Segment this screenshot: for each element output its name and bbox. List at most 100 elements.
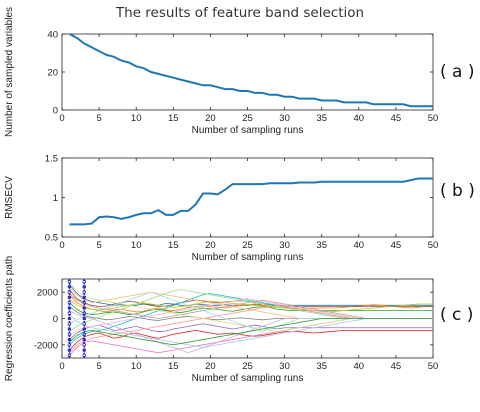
y-tick-label: 1 xyxy=(53,193,58,204)
series-line-20 xyxy=(69,318,433,346)
marker-point xyxy=(67,279,72,284)
panel-tag: ( b ) xyxy=(440,181,475,201)
x-tick-label: 15 xyxy=(168,361,179,372)
marker-point xyxy=(67,332,72,337)
marker-point xyxy=(82,285,87,289)
series-line-5 xyxy=(69,323,433,340)
marker-point xyxy=(82,348,87,352)
x-axis-label: Number of sampling runs xyxy=(192,125,304,136)
marker-point xyxy=(82,290,87,294)
x-tick-label: 0 xyxy=(59,361,64,372)
x-tick-label: 35 xyxy=(316,113,327,124)
y-axis-label: Regression coefficients path xyxy=(4,256,15,381)
x-tick-label: 5 xyxy=(96,240,101,251)
axes-frame xyxy=(61,157,434,238)
marker-point xyxy=(82,337,87,342)
x-tick-label: 0 xyxy=(59,113,64,124)
marker-point xyxy=(67,311,72,315)
marker-point xyxy=(67,295,72,300)
x-tick-label: 50 xyxy=(428,113,439,124)
marker-point xyxy=(82,353,87,358)
x-tick-label: 10 xyxy=(131,240,142,251)
y-tick-label: -2000 xyxy=(34,340,58,351)
marker-point xyxy=(67,316,72,321)
x-tick-label: 40 xyxy=(354,240,365,251)
x-axis-label: Number of sampling runs xyxy=(192,252,304,263)
y-axis-label: Number of sampled variables xyxy=(4,7,15,137)
series-line-3 xyxy=(69,302,433,315)
x-tick-label: 20 xyxy=(205,113,216,124)
series-line-1 xyxy=(69,284,433,307)
series-line-7 xyxy=(69,318,433,356)
marker-point xyxy=(67,306,72,310)
figure-title: The results of feature band selection xyxy=(115,5,364,21)
y-tick-label: 2000 xyxy=(37,288,58,299)
y-tick-label: 40 xyxy=(47,30,58,41)
marker-point xyxy=(67,322,72,326)
x-tick-label: 25 xyxy=(242,240,253,251)
marker-point xyxy=(67,348,72,352)
x-tick-label: 20 xyxy=(205,361,216,372)
x-tick-label: 30 xyxy=(279,361,290,372)
x-tick-label: 5 xyxy=(96,361,101,372)
marker-point xyxy=(67,353,72,358)
panel-tag: ( c ) xyxy=(440,305,473,325)
plot-area xyxy=(69,177,433,226)
plot-area xyxy=(67,279,433,358)
x-tick-label: 35 xyxy=(316,361,327,372)
y-tick-label: 1.5 xyxy=(45,154,58,165)
series-line-2 xyxy=(69,294,433,313)
marker-point xyxy=(82,316,87,321)
y-tick-label: 0 xyxy=(53,314,58,325)
marker-point xyxy=(82,300,87,305)
x-tick-label: 45 xyxy=(391,240,402,251)
x-tick-label: 25 xyxy=(242,361,253,372)
x-tick-label: 50 xyxy=(428,361,439,372)
marker-point xyxy=(82,327,87,331)
marker-point xyxy=(82,332,87,337)
x-tick-label: 45 xyxy=(391,113,402,124)
panel-tag: ( a ) xyxy=(440,62,475,82)
series-line xyxy=(69,177,433,226)
axes-frame xyxy=(61,33,434,111)
x-tick-label: 40 xyxy=(354,361,365,372)
x-tick-label: 40 xyxy=(354,113,365,124)
y-tick-label: 0 xyxy=(53,106,58,117)
x-tick-label: 50 xyxy=(428,240,439,251)
marker-point xyxy=(67,327,72,331)
x-tick-label: 10 xyxy=(131,361,142,372)
marker-point xyxy=(82,295,87,300)
x-tick-label: 30 xyxy=(279,240,290,251)
marker-point xyxy=(67,285,72,289)
panel-b: 0 5 10 15 20 25 30 35 40 45 50 0.5 1 1.5 Number of sam… xyxy=(4,154,475,264)
y-tick-label: 20 xyxy=(47,68,58,79)
marker-point xyxy=(67,337,72,342)
marker-point xyxy=(82,311,87,315)
x-tick-label: 45 xyxy=(391,361,402,372)
panel-a: 0 5 10 15 20 25 30 35 40 45 50 0 20 40 Number of sampl… xyxy=(4,7,475,137)
marker-point xyxy=(67,300,72,305)
x-tick-label: 10 xyxy=(131,113,142,124)
marker-point xyxy=(67,343,72,347)
x-tick-label: 30 xyxy=(279,113,290,124)
x-tick-label: 25 xyxy=(242,113,253,124)
marker-point xyxy=(82,279,87,284)
x-axis-label: Number of sampling runs xyxy=(192,373,304,384)
x-tick-label: 0 xyxy=(59,240,64,251)
y-axis-label: RMSECV xyxy=(4,176,15,219)
x-tick-label: 20 xyxy=(205,240,216,251)
plot-area xyxy=(68,34,433,108)
x-tick-label: 35 xyxy=(316,240,327,251)
marker-point xyxy=(67,290,72,294)
y-tick-label: 0.5 xyxy=(45,233,58,244)
marker-point xyxy=(82,322,87,326)
series-line-9 xyxy=(69,298,433,313)
x-tick-label: 15 xyxy=(168,113,179,124)
x-tick-label: 5 xyxy=(96,113,101,124)
marker-point xyxy=(82,306,87,310)
x-tick-label: 15 xyxy=(168,240,179,251)
series-line xyxy=(68,34,433,108)
marker-point xyxy=(82,343,87,347)
